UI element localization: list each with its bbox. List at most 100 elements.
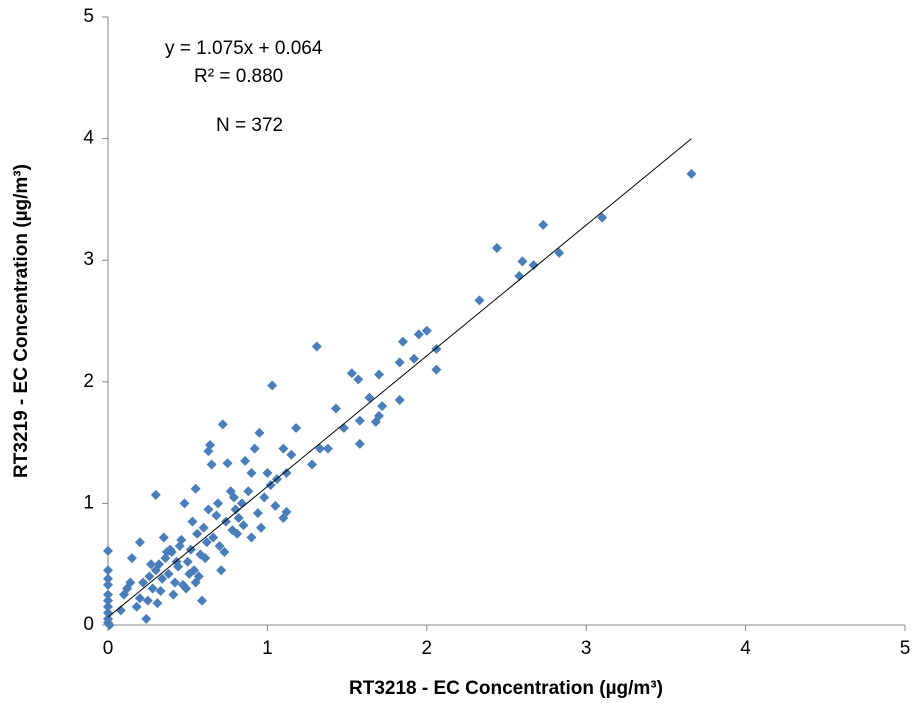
point [431, 364, 442, 375]
point [190, 577, 201, 588]
point [115, 605, 126, 616]
point [184, 568, 195, 579]
point [291, 423, 302, 434]
point [238, 520, 249, 531]
point [163, 568, 174, 579]
x-tick-label: 4 [740, 638, 751, 659]
point [187, 516, 198, 527]
point [103, 579, 113, 590]
y-tick-label: 3 [83, 249, 94, 270]
point [146, 559, 157, 570]
point [200, 553, 211, 564]
point [182, 556, 193, 567]
point [281, 468, 292, 478]
point [179, 498, 190, 509]
y-tick-label: 1 [83, 492, 94, 513]
point [421, 325, 432, 336]
point [222, 458, 233, 469]
point [259, 492, 270, 503]
point [265, 480, 276, 491]
point [103, 589, 113, 600]
point [315, 443, 326, 454]
point [232, 528, 243, 539]
annotation: N = 372 [216, 115, 283, 136]
point [174, 540, 185, 551]
point [103, 573, 113, 584]
point [278, 443, 289, 454]
point [270, 500, 281, 511]
point [377, 401, 388, 412]
point [338, 423, 349, 434]
point [165, 544, 176, 555]
point [330, 403, 341, 414]
y-tick-label: 0 [83, 614, 94, 635]
point [138, 577, 149, 588]
point [354, 438, 365, 449]
point [103, 601, 113, 612]
point [220, 516, 231, 527]
point [155, 585, 166, 596]
point [208, 532, 219, 543]
point [203, 504, 214, 515]
annotation: R² = 0.880 [194, 66, 283, 87]
trendline [107, 138, 692, 618]
point [197, 595, 208, 606]
point [219, 547, 230, 558]
point [131, 601, 142, 612]
point [216, 565, 227, 576]
x-axis-label: RT3218 - EC Concentration (µg/m³) [349, 678, 663, 699]
point [397, 336, 408, 347]
point [154, 559, 165, 570]
point [104, 620, 115, 630]
point [267, 380, 278, 391]
point [212, 498, 223, 509]
point [103, 595, 113, 606]
point [230, 504, 241, 515]
point [538, 219, 549, 230]
point [158, 532, 169, 543]
point [311, 341, 322, 352]
point [517, 256, 528, 267]
point [394, 357, 405, 368]
point [413, 329, 424, 340]
point [307, 459, 318, 470]
x-tick-label: 3 [581, 638, 592, 659]
point [364, 392, 375, 403]
point [278, 512, 289, 523]
point [198, 522, 209, 533]
point [243, 486, 254, 497]
point [177, 579, 188, 590]
y-tick-label: 5 [83, 6, 94, 27]
point [322, 443, 333, 454]
point [134, 593, 145, 604]
point [192, 528, 203, 539]
point [246, 532, 257, 543]
point [152, 598, 163, 609]
point [201, 537, 212, 548]
point [144, 571, 155, 582]
point [190, 483, 201, 494]
x-tick-label: 5 [900, 638, 911, 659]
point [256, 522, 267, 533]
point [206, 459, 217, 470]
point [246, 468, 257, 478]
point [252, 508, 263, 519]
point [141, 613, 152, 624]
point [597, 212, 608, 223]
point [169, 577, 180, 588]
point [147, 583, 158, 594]
point [409, 353, 420, 364]
point [528, 260, 539, 271]
y-tick-label: 4 [83, 128, 94, 149]
annotation: y = 1.075x + 0.064 [165, 38, 323, 59]
point [157, 573, 168, 584]
point [491, 243, 502, 254]
point [346, 368, 357, 379]
point [126, 553, 137, 564]
y-tick-label: 2 [83, 371, 94, 392]
x-tick-label: 0 [103, 638, 114, 659]
point [370, 416, 381, 427]
point [125, 577, 136, 588]
point [103, 545, 113, 556]
